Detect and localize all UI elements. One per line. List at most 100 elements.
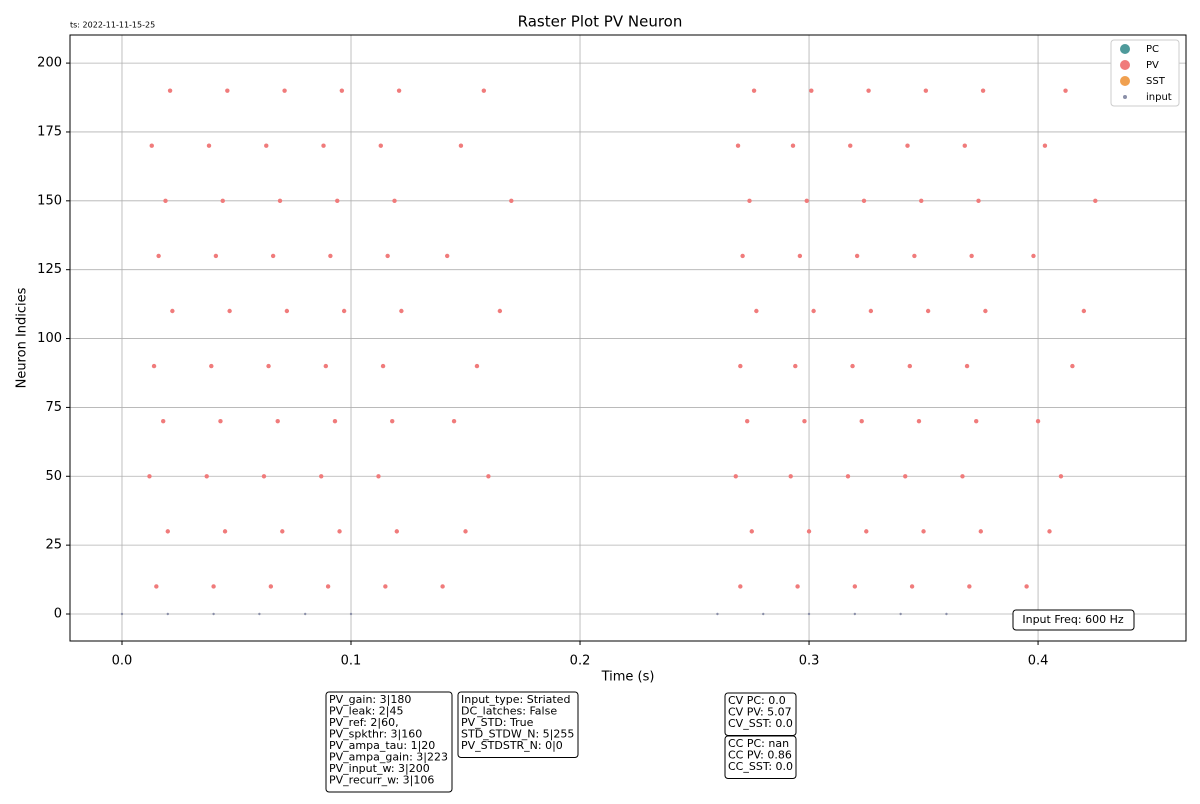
spike <box>458 143 464 148</box>
spike <box>962 143 967 148</box>
spike <box>218 418 223 424</box>
spike <box>738 363 743 369</box>
annotation-box <box>1012 609 1135 631</box>
spike <box>967 584 972 589</box>
spike <box>747 198 752 204</box>
x-tick-label: 0.0 <box>112 654 133 669</box>
y-tick-label: 175 <box>37 124 62 139</box>
spike <box>147 474 152 479</box>
legend-label: SST <box>1146 76 1166 87</box>
spike <box>222 529 228 534</box>
y-tick-label: 150 <box>37 193 62 208</box>
spike <box>735 143 741 148</box>
legend-marker <box>1123 95 1127 99</box>
spike <box>225 88 230 93</box>
input-spike <box>945 612 948 616</box>
info-line: PV_STD: True <box>461 716 534 729</box>
spike <box>163 198 168 204</box>
spike <box>974 418 979 424</box>
input-spike <box>304 612 307 616</box>
info-line: CV PC: 0.0 <box>728 694 786 707</box>
info-line: CC PV: 0.86 <box>728 749 792 762</box>
spike <box>983 308 988 314</box>
plot-frame <box>69 34 1187 642</box>
spike <box>323 363 329 369</box>
spike <box>167 88 173 93</box>
spike <box>960 474 965 479</box>
spike <box>380 363 386 369</box>
info-line: PV_input_w: 3|200 <box>329 762 430 775</box>
spike <box>270 253 276 259</box>
spike <box>440 584 445 589</box>
spike <box>916 418 922 424</box>
info-box <box>724 735 797 779</box>
legend-label: PC <box>1146 44 1159 55</box>
input-spike <box>716 612 719 616</box>
y-tick-label: 200 <box>37 56 62 71</box>
spike <box>211 584 216 589</box>
spike <box>749 529 754 534</box>
info-box <box>457 691 579 758</box>
info-line: STD_STDW_N: 5|255 <box>461 728 574 741</box>
legend-marker <box>1120 60 1130 70</box>
spike <box>390 418 395 424</box>
spike <box>339 88 345 93</box>
spike <box>964 363 970 369</box>
spike <box>486 474 491 479</box>
x-tick-label: 0.3 <box>799 654 820 669</box>
spike <box>788 474 793 479</box>
spike <box>156 253 161 259</box>
spike <box>399 308 404 314</box>
spike <box>154 584 159 589</box>
spike <box>733 474 738 479</box>
spike <box>845 474 851 479</box>
spike <box>474 363 480 369</box>
spike <box>980 88 986 93</box>
spike <box>811 308 816 314</box>
spike <box>909 584 915 589</box>
annotation: Input Freq: 600 Hz <box>1022 613 1124 626</box>
info-line: CV PV: 5.07 <box>728 706 792 719</box>
spike <box>978 529 984 534</box>
info-box <box>325 691 453 793</box>
spike <box>919 198 924 204</box>
spike <box>809 88 814 93</box>
spike <box>1058 474 1064 479</box>
y-tick-label: 50 <box>45 469 62 484</box>
info-line: PV_leak: 2|45 <box>329 705 404 718</box>
spike <box>204 474 209 479</box>
info-line: PV_STDSTR_N: 0|0 <box>461 739 563 752</box>
x-tick-label: 0.4 <box>1028 654 1049 669</box>
input-spike <box>212 612 215 616</box>
spike <box>859 418 864 424</box>
spike <box>1070 363 1075 369</box>
spike <box>378 143 383 148</box>
info-line: PV_spkthr: 3|160 <box>329 728 422 741</box>
spike <box>392 198 397 204</box>
spike <box>751 88 757 93</box>
spike <box>864 529 869 534</box>
spike <box>321 143 326 148</box>
spike <box>444 253 450 259</box>
y-tick-label: 25 <box>45 538 62 553</box>
spike <box>1081 308 1087 314</box>
info-line: CV_SST: 0.0 <box>728 717 793 730</box>
info-line: CC_SST: 0.0 <box>728 760 793 773</box>
spike <box>328 253 333 259</box>
spike <box>921 529 926 534</box>
spike <box>1042 143 1048 148</box>
spike <box>481 88 487 93</box>
y-tick-label: 100 <box>37 331 62 346</box>
spike <box>275 418 280 424</box>
spike <box>793 363 798 369</box>
spike <box>1035 418 1041 424</box>
info-line: PV_recurr_w: 3|106 <box>329 774 434 787</box>
spike <box>1047 529 1052 534</box>
legend-marker <box>1120 44 1130 54</box>
info-line: DC_latches: False <box>461 705 557 718</box>
spike <box>790 143 796 148</box>
spike <box>385 253 390 259</box>
x-tick-label: 0.2 <box>570 654 591 669</box>
spike <box>848 143 853 148</box>
